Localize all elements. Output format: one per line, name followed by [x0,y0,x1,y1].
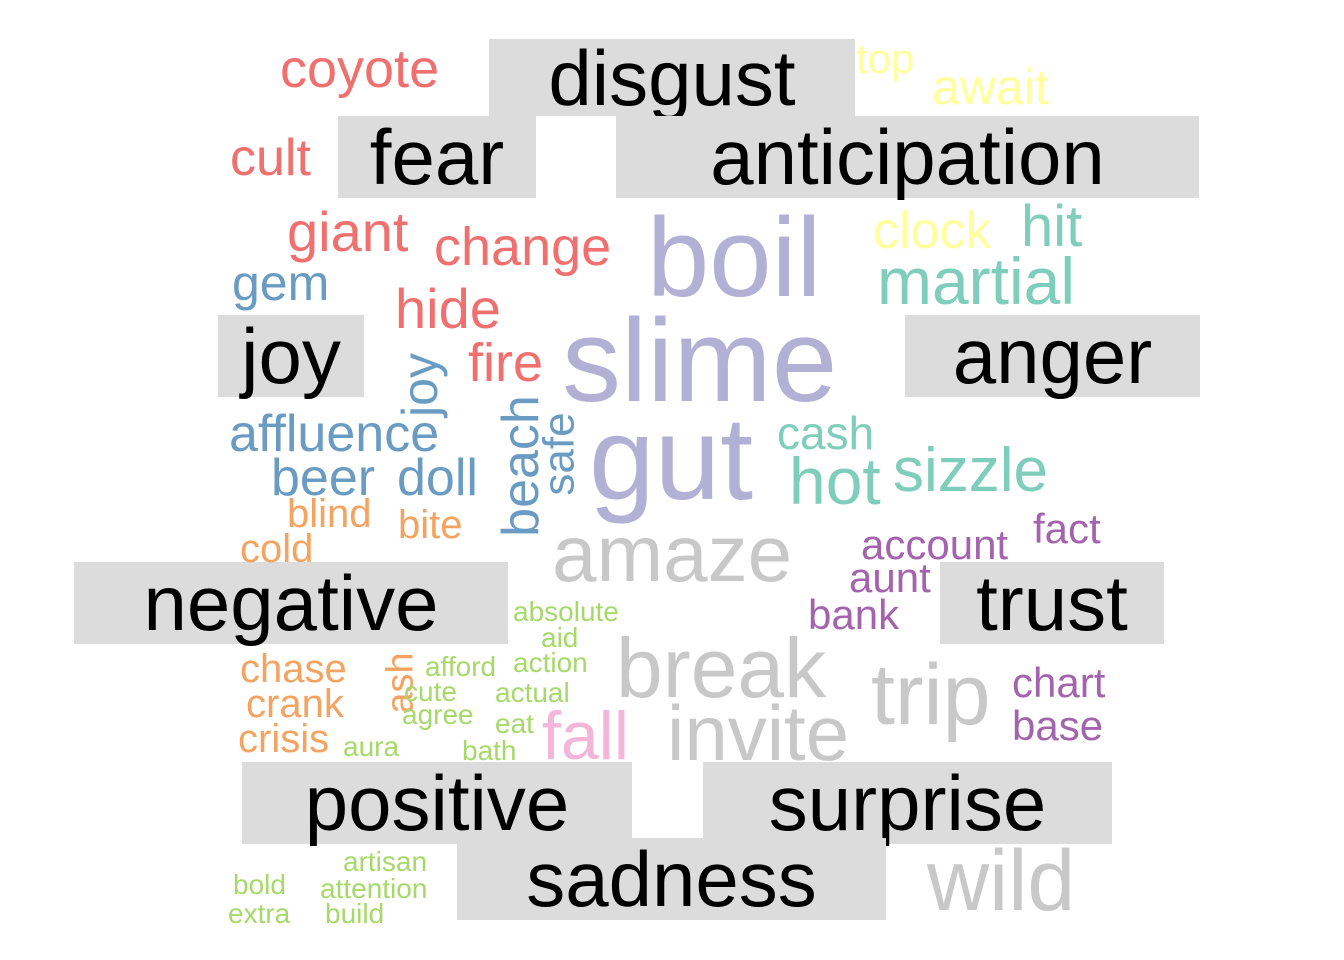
word-negative-crisis: crisis [238,717,330,761]
word-positive-build: build [325,898,385,929]
word-surprise-wild: wild [927,833,1076,929]
word-positive-extra: extra [228,898,291,929]
word-positive-aid: aid [541,622,579,653]
word-disgust-gut: gut [589,393,754,525]
word-negative-crank: crank [246,682,344,726]
word-fear-cult: cult [230,129,311,187]
label-negative: negative [74,562,508,644]
label-anticipation: anticipation [616,116,1199,198]
word-anticipation-await: await [932,59,1049,115]
word-anger-sizzle: sizzle [893,436,1049,505]
word-positive-cute: cute [404,676,457,707]
word-surprise-break: break [616,621,827,715]
word-positive-absolute: absolute [513,596,619,627]
word-trust-base: base [1012,702,1104,749]
word-negative-cold: cold [240,527,314,571]
word-trust-aunt: aunt [849,554,931,601]
word-positive-action: action [513,647,588,678]
word-joy-affluence: affluence [229,405,440,463]
word-sadness-fall: fall [542,698,629,774]
word-positive-actual: actual [495,677,570,708]
word-anticipation-top: top [856,35,915,82]
word-positive-bath: bath [462,735,517,766]
word-joy-beer: beer [271,449,376,507]
word-anger-cash: cash [777,407,875,459]
word-surprise-amaze: amaze [552,509,793,598]
word-disgust-slime: slime [562,295,838,427]
label-surprise: surprise [703,762,1112,844]
label-sadness: sadness [457,838,886,920]
word-fear-fire: fire [468,333,544,393]
word-trust-account: account [861,521,1009,568]
word-positive-agree: agree [402,699,474,730]
word-positive-aura: aura [343,731,400,762]
word-positive-attention: attention [320,873,428,904]
word-fear-coyote: coyote [280,39,440,99]
word-joy-doll: doll [397,449,478,507]
label-anger: anger [905,315,1200,397]
word-surprise-invite: invite [667,689,850,777]
word-negative-bite: bite [398,503,463,547]
word-anger-hot: hot [789,444,881,518]
word-trust-bank: bank [808,591,900,638]
word-anger-martial: martial [877,244,1076,318]
word-positive-afford: afford [425,651,497,682]
word-negative-chase: chase [240,647,347,691]
word-anticipation-clock: clock [873,202,992,260]
label-positive: positive [242,762,632,844]
word-positive-bold: bold [233,869,286,900]
word-trust-fact: fact [1033,505,1101,552]
word-trust-chart: chart [1012,659,1106,706]
label-disgust: disgust [489,39,855,117]
label-fear: fear [338,116,536,198]
word-fear-hide: hide [395,277,501,340]
word-disgust-boil: boil [647,195,822,320]
word-surprise-trip: trip [871,647,991,743]
word-fear-change: change [434,217,612,277]
word-positive-eat: eat [495,708,534,739]
word-negative-blind: blind [287,492,372,536]
label-joy: joy [218,315,364,397]
word-joy-gem: gem [232,255,330,311]
word-positive-artisan: artisan [343,846,428,877]
label-trust: trust [940,562,1164,644]
word-anger-hit: hit [1021,194,1083,259]
word-fear-giant: giant [287,200,409,263]
